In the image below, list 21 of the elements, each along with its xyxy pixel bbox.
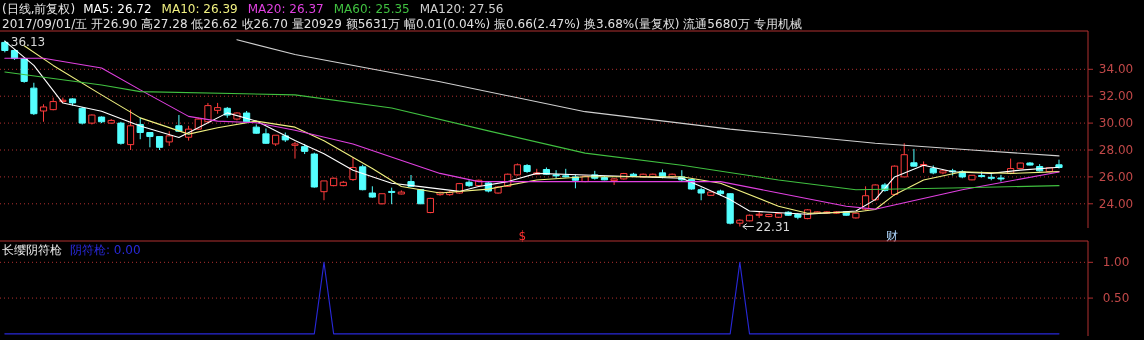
chart-subtitle: 2017/09/01/五 开26.90 高27.28 低26.62 收26.70 量20929 额5631万 幅0.01(0.04%) 振0.66(2.47%) 换3.68%(量复权) 流通5680万 专用机械 bbox=[2, 17, 802, 31]
annotation: 36.13 bbox=[10, 34, 46, 49]
y-tick-label: 24.00 bbox=[1098, 196, 1134, 211]
chart-title: (日线,前复权) bbox=[2, 2, 76, 16]
y-tick-label: 32.00 bbox=[1098, 89, 1134, 104]
text: $ bbox=[518, 229, 527, 243]
chart-title: 长缨阴符枪 bbox=[2, 243, 62, 257]
text: 阴符枪: 0.00 bbox=[70, 243, 141, 257]
annotation: 22.31 bbox=[755, 219, 791, 234]
text: MA60: 25.35 bbox=[333, 2, 410, 16]
y-tick-label: 26.00 bbox=[1098, 169, 1134, 184]
y-tick-label: 0.50 bbox=[1102, 291, 1130, 306]
y-tick-label: 30.00 bbox=[1098, 116, 1134, 131]
y-tick-label: 34.00 bbox=[1098, 62, 1134, 77]
text: MA10: 26.39 bbox=[161, 2, 238, 16]
y-tick-label: 1.00 bbox=[1102, 255, 1130, 270]
y-tick-label: 28.00 bbox=[1098, 143, 1134, 157]
text: 财 bbox=[886, 229, 899, 243]
text: MA20: 26.37 bbox=[247, 2, 324, 16]
text: MA120: 27.56 bbox=[419, 2, 504, 16]
text: MA5: 26.72 bbox=[83, 2, 152, 16]
